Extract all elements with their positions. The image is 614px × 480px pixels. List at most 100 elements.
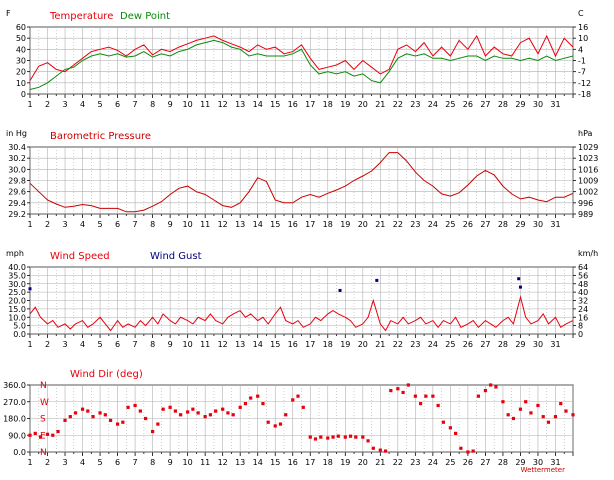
wind-dir-point [243,402,248,406]
x-tick-label: 5 [98,100,103,109]
wind-dir-point [529,411,533,415]
wind-dir-point [564,409,568,413]
x-tick-label: 26 [463,220,473,229]
wind-dir-point [208,413,213,417]
right-unit-label: km/h [578,249,598,258]
x-tick-label: 23 [410,100,420,109]
wind-dir-point [256,394,260,398]
x-tick-label: 31 [550,220,560,229]
x-tick-label: 22 [393,100,403,109]
y2-tick-label: 1002 [578,188,598,197]
x-tick-label: 25 [445,340,455,349]
x-tick-label: 10 [183,458,193,467]
x-tick-label: 13 [235,220,245,229]
y-tick-label: 180.0 [3,415,26,424]
wind-dir-point [436,403,440,408]
y2-tick-label: 48 [578,280,588,289]
wind-dir-point [431,394,435,398]
wind-dir-point [231,413,235,417]
wind-dir-point [144,416,148,421]
x-tick-label: 1 [27,220,32,229]
y-tick-label: 29.2 [8,210,26,219]
x-tick-label: 11 [200,458,210,467]
x-tick-label: 21 [375,458,385,467]
y2-tick-label: 1009 [578,177,598,186]
legend-label: Wind Dir (deg) [70,369,143,380]
x-tick-label: 31 [550,458,560,467]
wind-dir-point [571,413,575,417]
x-tick-label: 21 [375,220,385,229]
wind-dir-point [343,435,347,439]
wind-dir-point [511,416,516,421]
wind-dir-point [494,385,498,389]
wind-dir-point [156,422,160,426]
wind-dir-point [73,411,78,415]
x-tick-label: 22 [393,458,403,467]
x-tick-label: 21 [375,340,385,349]
x-tick-label: 19 [340,458,350,467]
wind-dir-point [168,405,172,409]
x-tick-label: 16 [288,100,298,109]
x-tick-label: 10 [183,340,193,349]
wind-dir-point [151,429,155,434]
x-tick-label: 29 [515,220,525,229]
x-tick-label: 25 [445,458,455,467]
legend-label: Wind Gust [150,251,202,262]
x-tick-label: 7 [133,458,138,467]
wind-dir-point [401,390,405,395]
wind-dir-point [546,420,551,424]
x-tick-label: 7 [133,220,138,229]
wind-dir-point [389,388,393,393]
wind-dir-point [501,400,505,404]
y-tick-label: 0.0 [13,330,26,339]
x-tick-label: 29 [515,340,525,349]
x-tick-label: 11 [200,220,210,229]
x-tick-label: 20 [358,100,368,109]
wind-dir-point [518,407,523,411]
x-tick-label: 23 [410,458,420,467]
x-tick-label: 3 [62,100,67,109]
x-tick-label: 1 [27,100,32,109]
footer-label: Wettermeter [521,466,566,474]
x-tick-label: 28 [498,220,508,229]
x-tick-label: 29 [515,100,525,109]
wind-dir-point [98,411,102,415]
x-tick-label: 10 [183,100,193,109]
wind-dir-point [336,434,340,438]
wind-dir-point [483,388,488,393]
y-tick-label: 0.0 [13,448,26,457]
x-tick-label: 28 [498,340,508,349]
y-tick-label: 25.0 [8,288,26,297]
x-tick-label: 13 [235,100,245,109]
x-tick-label: 6 [115,340,120,349]
x-tick-label: 27 [480,458,490,467]
wind-dir-point [226,411,230,415]
x-tick-label: 27 [480,340,490,349]
wind-dir-point [296,394,300,398]
wind-gust-point [518,285,522,289]
x-tick-label: 27 [480,220,490,229]
wind-dir-point [441,420,445,424]
y-tick-label: 30.4 [8,143,26,152]
wind-dir-point [196,411,200,415]
wind-dir-point [56,429,60,434]
y2-tick-label: -1 [578,57,586,66]
left-unit-label: F [6,9,11,18]
wind-dir-point [536,403,540,408]
y-tick-label: 40.0 [8,263,26,272]
wind-dir-point [63,418,67,422]
wind-dir-point [378,448,382,452]
x-tick-label: 16 [288,458,298,467]
compass-label: N [40,381,47,391]
wind-dir-point [354,435,358,439]
x-tick-label: 22 [393,220,403,229]
x-tick-label: 3 [62,340,67,349]
x-tick-label: 5 [98,340,103,349]
wind-dir-point [471,449,475,453]
x-tick-label: 15 [270,100,280,109]
x-tick-label: 14 [253,220,263,229]
y2-tick-label: -7 [578,68,586,77]
x-tick-label: 24 [428,458,438,467]
x-tick-label: 2 [45,458,50,467]
